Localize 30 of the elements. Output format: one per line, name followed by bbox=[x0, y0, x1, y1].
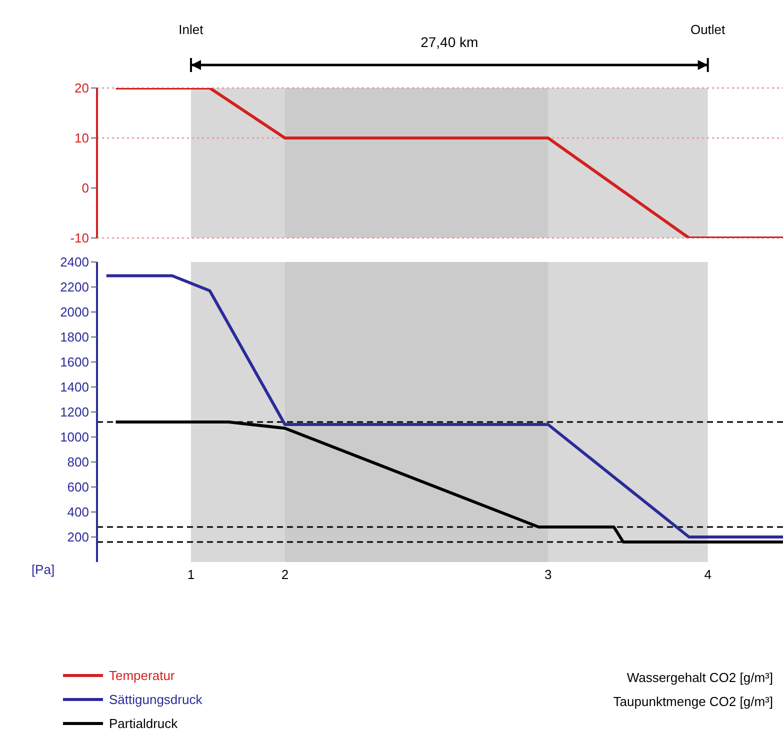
text: Wassergehalt CO2 [g/m³] bbox=[626, 670, 773, 687]
legend-label: Sättigungsdruck bbox=[109, 692, 202, 706]
x-tick-label: 4 bbox=[704, 567, 712, 582]
y-tick-label: 20 bbox=[74, 80, 89, 96]
y-tick-label: -10 bbox=[70, 230, 89, 246]
x-tick-label: 3 bbox=[544, 567, 552, 582]
x-tick-label: 1 bbox=[187, 567, 195, 582]
text: Taupunktmenge CO2 [g/m³] bbox=[613, 694, 773, 711]
y-tick-label: 1800 bbox=[60, 330, 89, 345]
y-tick-label: 200 bbox=[67, 530, 89, 545]
y-tick-label: 1600 bbox=[60, 354, 89, 370]
y-tick-label: 400 bbox=[67, 504, 89, 520]
y-tick-label: 800 bbox=[67, 454, 89, 470]
y-axis-title: [Pa] bbox=[31, 562, 55, 577]
legend-label: Partialdruck bbox=[109, 716, 178, 730]
text: Outlet bbox=[689, 22, 726, 37]
y-tick-label: 1400 bbox=[60, 380, 89, 395]
x-tick-label: 2 bbox=[281, 567, 289, 582]
y-tick-label: 10 bbox=[74, 130, 89, 146]
text: 27,40 km bbox=[420, 34, 480, 50]
legend-label: Temperatur bbox=[109, 668, 175, 682]
y-tick-label: 2400 bbox=[60, 254, 89, 270]
line-series bbox=[104, 274, 783, 538]
y-tick-label: 2000 bbox=[60, 304, 89, 320]
y-tick-label: 600 bbox=[67, 480, 89, 495]
text: Inlet bbox=[178, 22, 204, 37]
y-tick-label: 1200 bbox=[60, 404, 89, 420]
y-tick-label: 1000 bbox=[60, 430, 89, 445]
y-tick-label: 0 bbox=[82, 180, 89, 196]
y-tick-label: 2200 bbox=[60, 280, 89, 295]
